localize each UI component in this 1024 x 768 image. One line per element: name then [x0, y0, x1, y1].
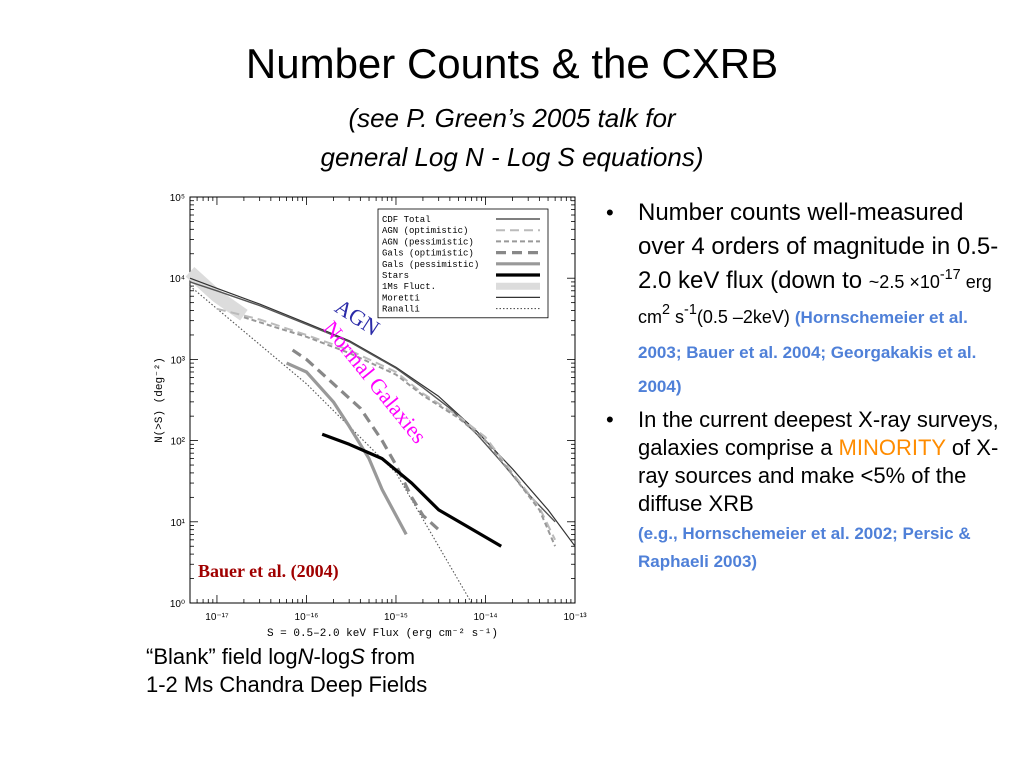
bullet2-text1: In the current deepest X-ray surveys, ga…: [638, 407, 999, 460]
bullet1-reference: (Hornschemeier et al. 2003; Bauer et al.…: [638, 308, 977, 396]
bullet2-minority: MINORITY: [838, 435, 946, 460]
legend-label: Stars: [382, 271, 409, 281]
y-tick-label: 10⁴: [170, 274, 185, 285]
series-line-agn-pess: [243, 316, 557, 547]
citation-annotation: Bauer et al. (2004): [198, 561, 339, 582]
lognlogs-chart: 10⁻¹⁷ 10⁻¹⁶ 10⁻¹⁵ 10⁻¹⁴ 10⁻¹³ 10⁰ 10¹ 10² 10³ 10⁴…: [154, 193, 587, 640]
bullet1-band: (0.5 –2keV): [696, 307, 795, 327]
bullet1-exp1: -17: [939, 267, 961, 283]
slide-title: Number Counts & the CXRB: [245, 40, 779, 87]
legend-label: Gals (pessimistic): [382, 260, 479, 270]
bullet-list: • Number counts well-measured over 4 ord…: [600, 196, 1000, 574]
bullet1-unit: erg cm: [638, 272, 992, 327]
bullet-item-number-counts: • Number counts well-measured over 4 ord…: [600, 196, 1000, 402]
series-line-stars: [321, 432, 503, 548]
slide-subtitle-line2: general Log N - Log S equations): [320, 142, 704, 172]
legend-label: AGN (optimistic): [382, 226, 468, 236]
bullet1-flux-value: ~2.5 ×10: [868, 272, 940, 292]
bullet-item-galaxies: • In the current deepest X-ray surveys, …: [600, 406, 1000, 574]
y-tick-label: 10⁰: [170, 599, 185, 610]
legend-label: 1Ms Fluct.: [382, 282, 436, 292]
y-tick-label: 10⁵: [170, 193, 185, 204]
legend-label: Ranalli: [382, 305, 420, 315]
series-line-agn-opt: [216, 307, 556, 541]
y-axis-label: N(>S) (deg⁻²): [154, 357, 166, 443]
y-tick-label: 10³: [171, 355, 186, 366]
caption-suffix: from: [364, 644, 416, 669]
x-tick-label: 10⁻¹⁵: [384, 612, 408, 623]
x-tick-label: 10⁻¹⁴: [473, 612, 497, 623]
bullet-dot-icon: •: [606, 200, 614, 225]
caption-prefix: “Blank” field log: [146, 644, 298, 669]
bullet2-reference: (e.g., Hornschemeier et al. 2002; Persic…: [638, 524, 971, 571]
y-tick-label: 10²: [171, 437, 186, 448]
x-tick-label: 10⁻¹³: [563, 612, 587, 623]
y-tick-label: 10¹: [171, 518, 186, 529]
bullet2-text2: of X-ray sources and make <5% of the dif…: [638, 435, 999, 516]
x-tick-label: 10⁻¹⁷: [205, 612, 229, 623]
x-axis-label: S = 0.5–2.0 keV Flux (erg cm⁻² s⁻¹): [267, 628, 498, 640]
bullet1-s: s: [670, 307, 685, 327]
bullet1-text: Number counts well-measured over 4 order…: [638, 199, 999, 294]
chart-caption-line2: 1-2 Ms Chandra Deep Fields: [146, 672, 428, 697]
bullet1-exp2: 2: [662, 302, 671, 318]
series-line-moretti: [189, 277, 576, 547]
caption-S: S: [350, 644, 365, 669]
caption-mid: -log: [313, 644, 351, 669]
series-line-gals-pess: [285, 361, 408, 536]
legend-label: CDF Total: [382, 215, 431, 225]
x-tick-label: 10⁻¹⁶: [295, 612, 319, 623]
legend-label: Gals (optimistic): [382, 249, 474, 259]
legend-label: AGN (pessimistic): [382, 237, 474, 247]
bullet1-exp3: -1: [684, 302, 697, 318]
slide-subtitle-line1: (see P. Green’s 2005 talk for: [348, 103, 676, 133]
series-line-gals-opt: [291, 348, 440, 531]
chart-caption-line1: “Blank” field logN-logS from: [146, 643, 526, 671]
legend-label: Moretti: [382, 293, 420, 303]
series-line-ranalli: [189, 285, 473, 604]
bullet-dot-icon: •: [606, 407, 614, 432]
series-line-fluct: [185, 266, 248, 321]
caption-N: N: [297, 644, 314, 669]
